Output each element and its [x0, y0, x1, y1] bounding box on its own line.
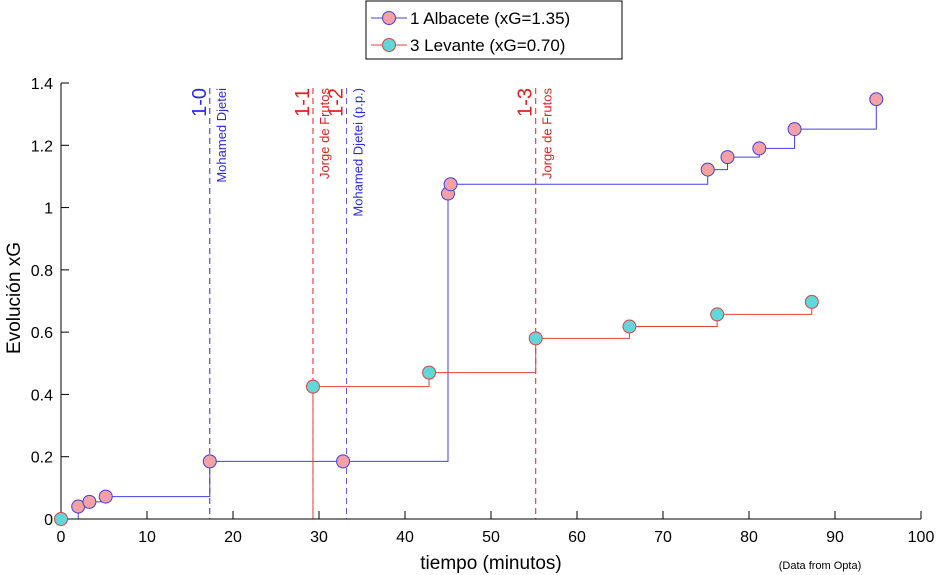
- legend: 1 Albacete (xG=1.35) 3 Levante (xG=0.70): [365, 0, 623, 60]
- x-tick-label: 80: [740, 529, 758, 546]
- goal-score-label: 1-1: [292, 88, 314, 117]
- x-axis-title: tiempo (minutos): [420, 553, 562, 574]
- x-tick-label: 50: [482, 529, 500, 546]
- shot-marker-0: [700, 162, 715, 177]
- y-tick-label: 0.4: [31, 387, 53, 404]
- y-tick-label: 1: [44, 201, 53, 218]
- x-tick-label: 70: [654, 529, 672, 546]
- x-tick-label: 100: [908, 529, 935, 546]
- goal-lines: [209, 88, 537, 519]
- x-tick-label: 40: [396, 529, 414, 546]
- series-line-0: [61, 98, 878, 520]
- y-tick-label: 0: [44, 512, 53, 529]
- goal-scorer-label: Mohamed Djetei: [214, 88, 229, 183]
- x-tick-label: 10: [138, 529, 156, 546]
- shot-marker-1: [622, 319, 637, 334]
- series-markers: [54, 92, 884, 526]
- shot-marker-0: [336, 454, 351, 469]
- goal-score-label: 1-3: [515, 88, 537, 117]
- series-line-1: [61, 301, 818, 520]
- axes: 0 10 20 30 40 50 60 70 80 90 100 0 0.2 0.4 0.6 0.8 1 1.2 1…: [31, 76, 935, 546]
- shot-marker-1: [422, 365, 437, 380]
- y-tick-label: 1.4: [31, 76, 53, 93]
- series-lines: [61, 98, 878, 520]
- legend-marker-albacete: [382, 11, 396, 25]
- shot-marker-0: [869, 92, 884, 107]
- shot-marker-1: [528, 331, 543, 346]
- y-axis-title: Evolución xG: [4, 242, 25, 354]
- y-tick-label: 0.2: [31, 450, 53, 467]
- legend-marker-levante: [382, 38, 396, 52]
- x-tick-label: 30: [310, 529, 328, 546]
- legend-label-albacete: 1 Albacete (xG=1.35): [410, 9, 570, 28]
- goal-score-label: 1-0: [189, 88, 211, 117]
- legend-box: [365, 0, 623, 60]
- y-tick-label: 0.6: [31, 325, 53, 342]
- goal-scorer-label: Jorge de Frutos: [540, 88, 555, 180]
- y-tick-label: 0.8: [31, 263, 53, 280]
- shot-marker-1: [710, 307, 725, 322]
- x-tick-label: 20: [224, 529, 242, 546]
- shot-marker-0: [443, 177, 458, 192]
- x-tick-label: 90: [826, 529, 844, 546]
- shot-marker-0: [202, 454, 217, 469]
- shot-marker-0: [82, 494, 97, 509]
- shot-marker-0: [752, 141, 767, 156]
- shot-marker-0: [787, 122, 802, 137]
- shot-marker-0: [98, 489, 113, 504]
- shot-marker-1: [54, 512, 68, 526]
- data-source-note: (Data from Opta): [779, 560, 862, 572]
- y-tick-label: 1.2: [31, 138, 53, 155]
- x-tick-label: 0: [57, 529, 66, 546]
- shot-marker-1: [305, 379, 320, 394]
- x-tick-label: 60: [568, 529, 586, 546]
- shot-marker-0: [720, 150, 735, 165]
- legend-label-levante: 3 Levante (xG=0.70): [410, 36, 565, 55]
- goal-scorer-label: Mohamed Djetei (p.p.): [351, 88, 366, 217]
- goal-scorer-label: Jorge de Frutos: [317, 88, 332, 180]
- goal-score-label: 1-2: [326, 88, 348, 117]
- shot-marker-1: [804, 294, 819, 309]
